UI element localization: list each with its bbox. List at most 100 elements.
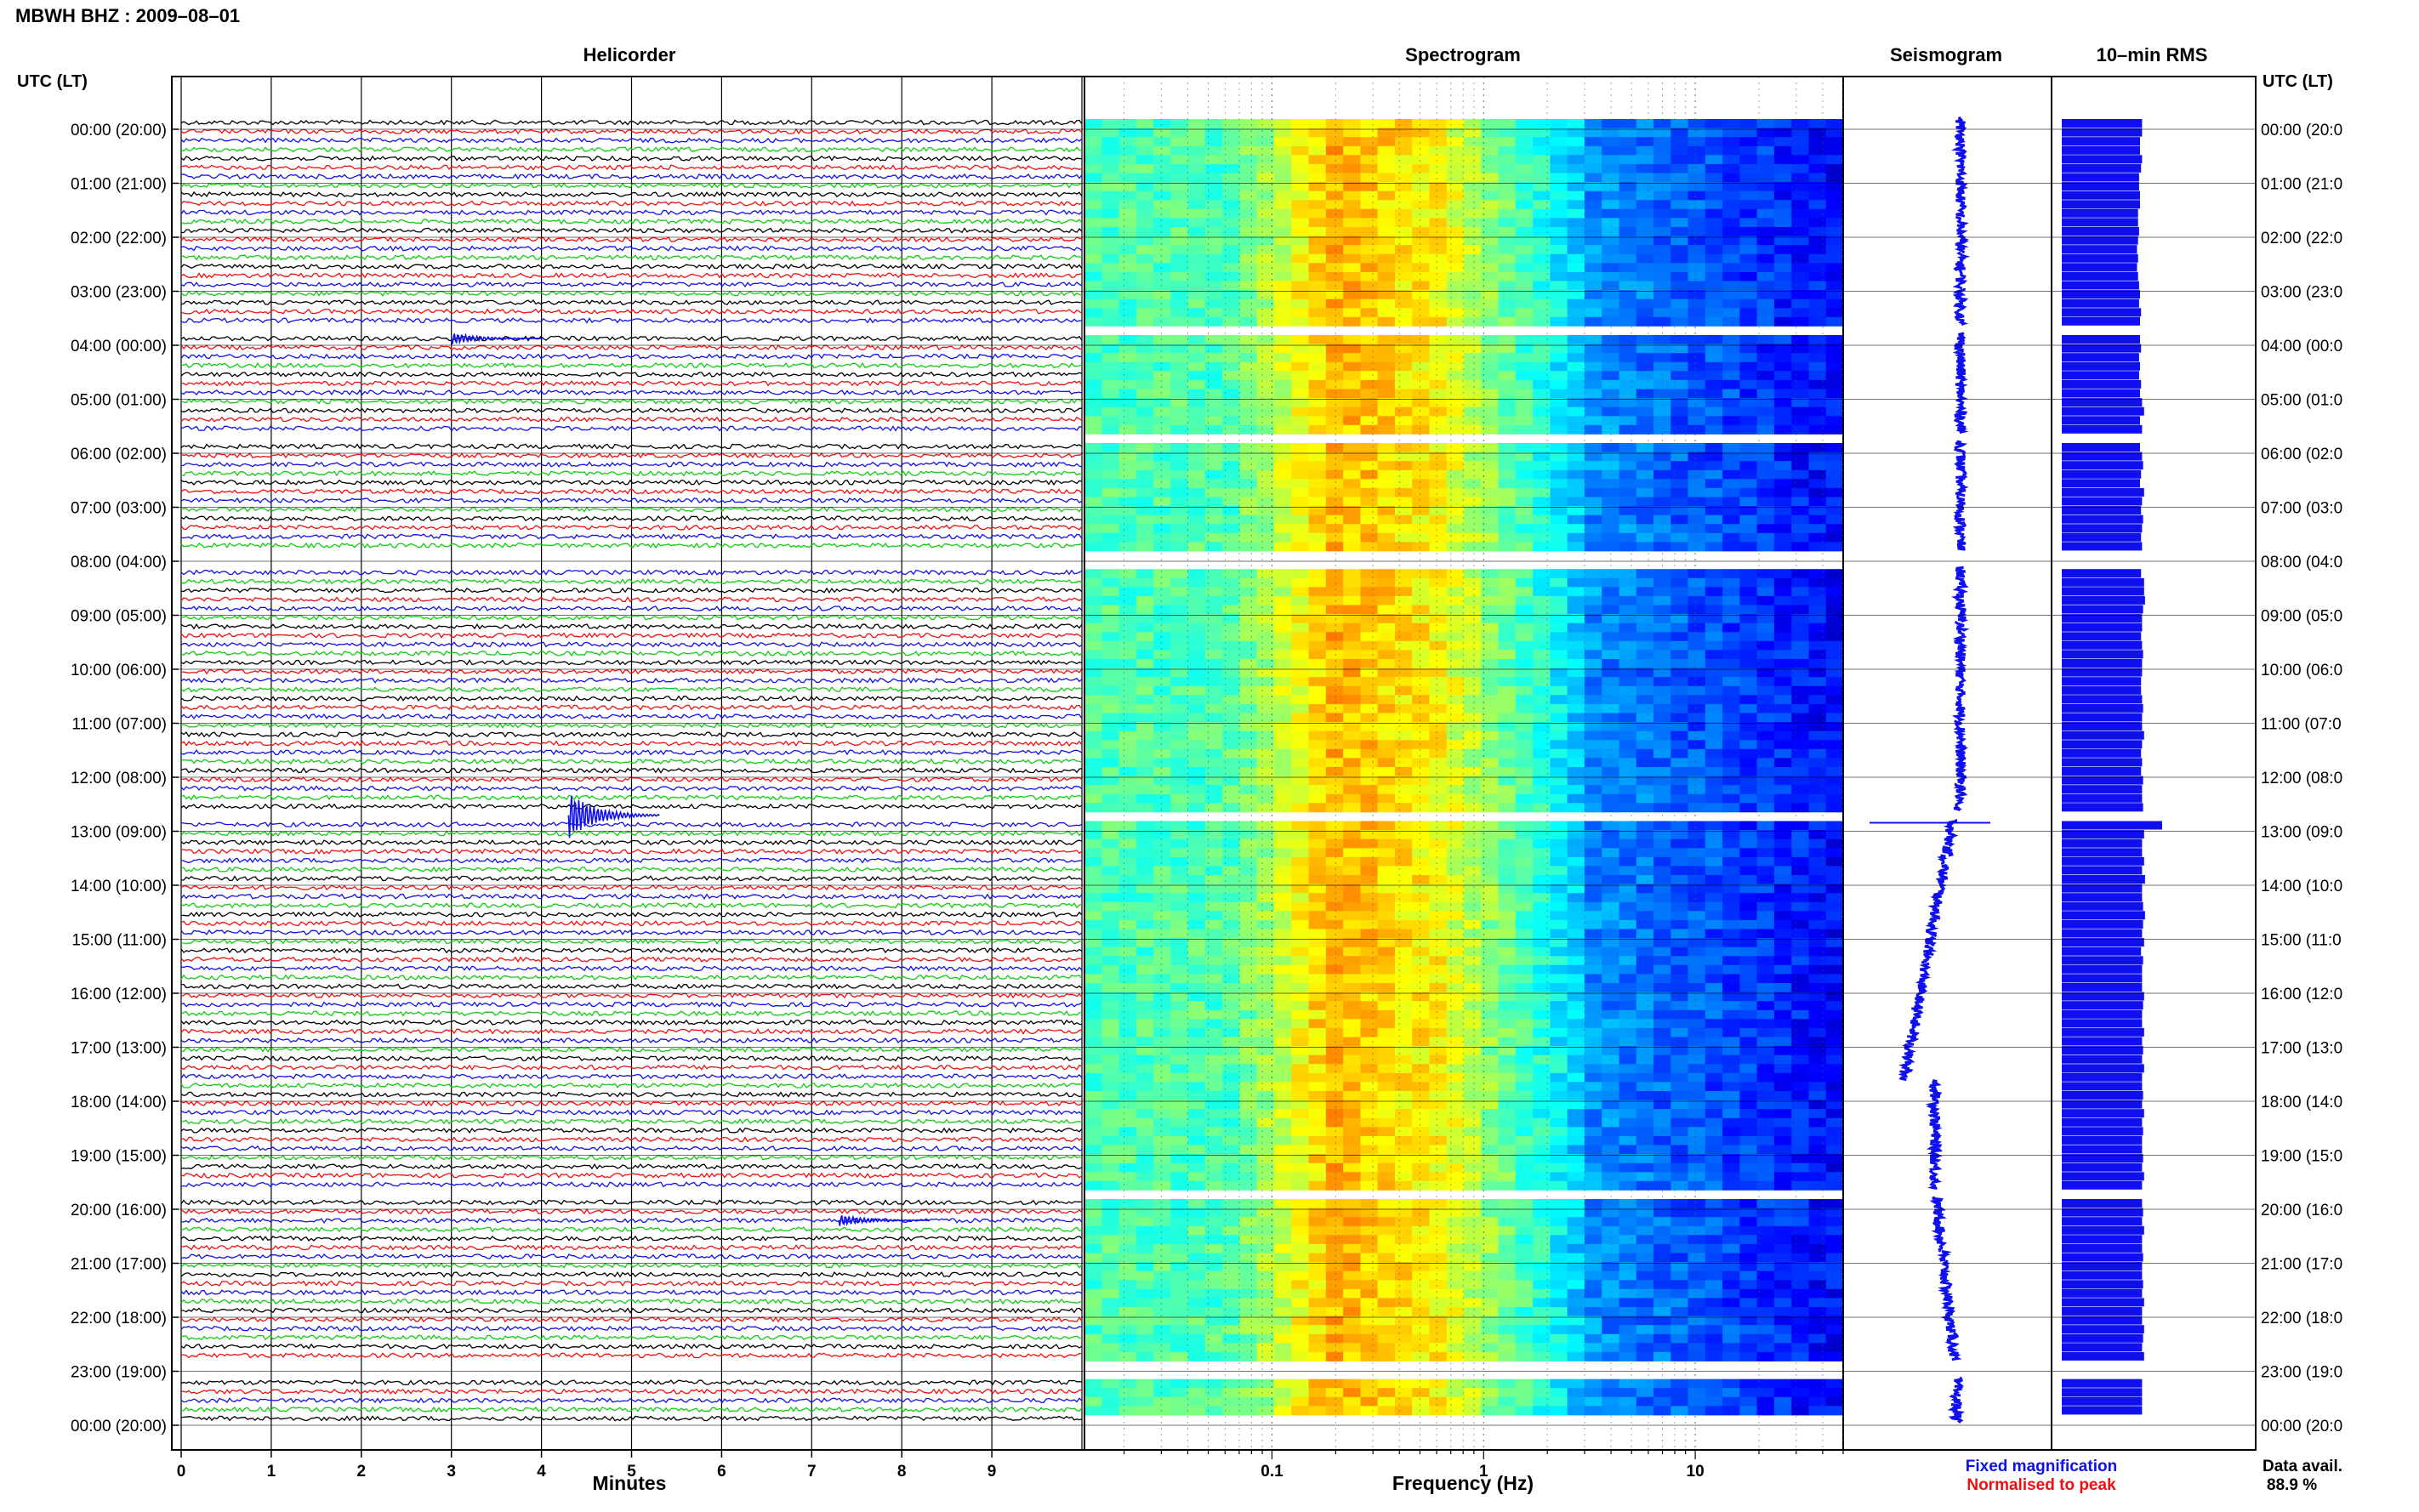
spectrogram-cell bbox=[1671, 1091, 1689, 1100]
spectrogram-cell bbox=[1084, 1162, 1102, 1173]
spectrogram-cell bbox=[1187, 1064, 1206, 1074]
spectrogram-cell bbox=[1343, 1037, 1361, 1047]
spectrogram-cell bbox=[1653, 290, 1671, 300]
spectrogram-cell bbox=[1533, 263, 1551, 273]
spectrogram-cell bbox=[1773, 758, 1792, 768]
spectrogram-cell bbox=[1412, 271, 1431, 281]
spectrogram-cell bbox=[1325, 1135, 1344, 1145]
spectrogram-cell bbox=[1153, 595, 1171, 605]
spectrogram-cell bbox=[1170, 469, 1189, 480]
spectrogram-cell bbox=[1550, 290, 1568, 300]
spectrogram-cell bbox=[1722, 542, 1740, 552]
spectrogram-cell bbox=[1688, 875, 1706, 884]
spectrogram-cell bbox=[1170, 128, 1189, 138]
spectrogram-cell bbox=[1773, 542, 1792, 552]
spectrogram-cell bbox=[1773, 452, 1792, 462]
spectrogram-cell bbox=[1756, 803, 1775, 813]
spectrogram-cell bbox=[1688, 245, 1706, 255]
spectrogram-cell bbox=[1533, 487, 1551, 497]
spectrogram-cell bbox=[1636, 919, 1654, 929]
spectrogram-cell bbox=[1464, 1001, 1482, 1011]
spectrogram-cell bbox=[1291, 938, 1310, 948]
spectrogram-cell bbox=[1722, 469, 1740, 480]
spectrogram-cell bbox=[1222, 1054, 1241, 1065]
spectrogram-cell bbox=[1274, 992, 1292, 1002]
spectrogram-cell bbox=[1498, 1109, 1517, 1119]
spectrogram-cell bbox=[1825, 650, 1843, 660]
spectrogram-cell bbox=[1722, 1064, 1740, 1074]
spectrogram-cell bbox=[1256, 263, 1275, 273]
spectrogram-cell bbox=[1118, 650, 1137, 660]
spectrogram-cell bbox=[1256, 659, 1275, 668]
spectrogram-cell bbox=[1412, 497, 1431, 507]
spectrogram-cell bbox=[1464, 595, 1482, 605]
spectrogram-cell bbox=[1291, 856, 1310, 867]
spectrogram-cell bbox=[1722, 145, 1740, 156]
spectrogram-cell bbox=[1619, 856, 1637, 867]
spectrogram-cell bbox=[1671, 856, 1689, 867]
spectrogram-cell bbox=[1722, 245, 1740, 255]
spectrogram-cell bbox=[1118, 253, 1137, 264]
spectrogram-cell bbox=[1481, 884, 1500, 894]
spectrogram-cell bbox=[1688, 253, 1706, 264]
spectrogram-cell bbox=[1377, 506, 1396, 516]
spectrogram-cell bbox=[1101, 379, 1120, 389]
spectrogram-cell bbox=[1791, 353, 1810, 363]
spectrogram-cell bbox=[1153, 767, 1171, 776]
spectrogram-cell bbox=[1153, 253, 1171, 264]
spectrogram-cell bbox=[1429, 119, 1448, 128]
spectrogram-cell bbox=[1377, 173, 1396, 183]
spectrogram-cell bbox=[1756, 884, 1775, 894]
spectrogram-cell bbox=[1825, 443, 1843, 452]
spectrogram-cell bbox=[1498, 776, 1517, 786]
spectrogram-cell bbox=[1343, 371, 1361, 381]
spectrogram-cell bbox=[1756, 1054, 1775, 1065]
spectrogram-cell bbox=[1291, 479, 1310, 489]
spectrogram-cell bbox=[1084, 622, 1102, 633]
spectrogram-cell bbox=[1464, 487, 1482, 497]
spectrogram-cell bbox=[1773, 703, 1792, 713]
spectrogram-cell bbox=[1118, 236, 1137, 246]
spectrogram-cell bbox=[1773, 776, 1792, 786]
spectrogram-cell bbox=[1619, 497, 1637, 507]
spectrogram-cell bbox=[1791, 163, 1810, 173]
spectrogram-cell bbox=[1584, 1054, 1602, 1065]
spectrogram-cell bbox=[1791, 848, 1810, 858]
spectrogram-cell bbox=[1308, 290, 1327, 300]
spectrogram-cell bbox=[1498, 838, 1517, 849]
spectrogram-cell bbox=[1688, 163, 1706, 173]
spectrogram-cell bbox=[1739, 1100, 1758, 1110]
spectrogram-cell bbox=[1204, 128, 1223, 138]
spectrogram-cell bbox=[1325, 677, 1344, 687]
spectrogram-cell bbox=[1464, 569, 1482, 579]
spectrogram-cell bbox=[1722, 182, 1740, 192]
spectrogram-cell bbox=[1533, 424, 1551, 435]
spectrogram-cell bbox=[1808, 443, 1827, 452]
spectrogram-cell bbox=[1343, 740, 1361, 750]
spectrogram-cell bbox=[1412, 344, 1431, 354]
spectrogram-cell bbox=[1274, 911, 1292, 921]
spectrogram-cell bbox=[1446, 497, 1465, 507]
spectrogram-cell bbox=[1515, 263, 1534, 273]
spectrogram-cell bbox=[1671, 1162, 1689, 1173]
spectrogram-cell bbox=[1377, 848, 1396, 858]
spectrogram-cell bbox=[1756, 1072, 1775, 1083]
spectrogram-cell bbox=[1308, 767, 1327, 776]
spectrogram-cell bbox=[1602, 677, 1620, 687]
spectrogram-cell bbox=[1808, 695, 1827, 705]
spectrogram-cell bbox=[1636, 506, 1654, 516]
spectrogram-cell bbox=[1481, 856, 1500, 867]
spectrogram-cell bbox=[1533, 632, 1551, 642]
spectrogram-cell bbox=[1204, 344, 1223, 354]
spectrogram-cell bbox=[1170, 866, 1189, 876]
spectrogram-cell bbox=[1722, 1037, 1740, 1047]
spectrogram-cell bbox=[1325, 379, 1344, 389]
spectrogram-cell bbox=[1325, 632, 1344, 642]
spectrogram-cell bbox=[1533, 344, 1551, 354]
spectrogram-cell bbox=[1204, 227, 1223, 236]
spectrogram-cell bbox=[1636, 371, 1654, 381]
spectrogram-cell bbox=[1619, 163, 1637, 173]
spectrogram-cell bbox=[1791, 803, 1810, 813]
spectrogram-cell bbox=[1653, 974, 1671, 984]
spectrogram-cell bbox=[1101, 856, 1120, 867]
